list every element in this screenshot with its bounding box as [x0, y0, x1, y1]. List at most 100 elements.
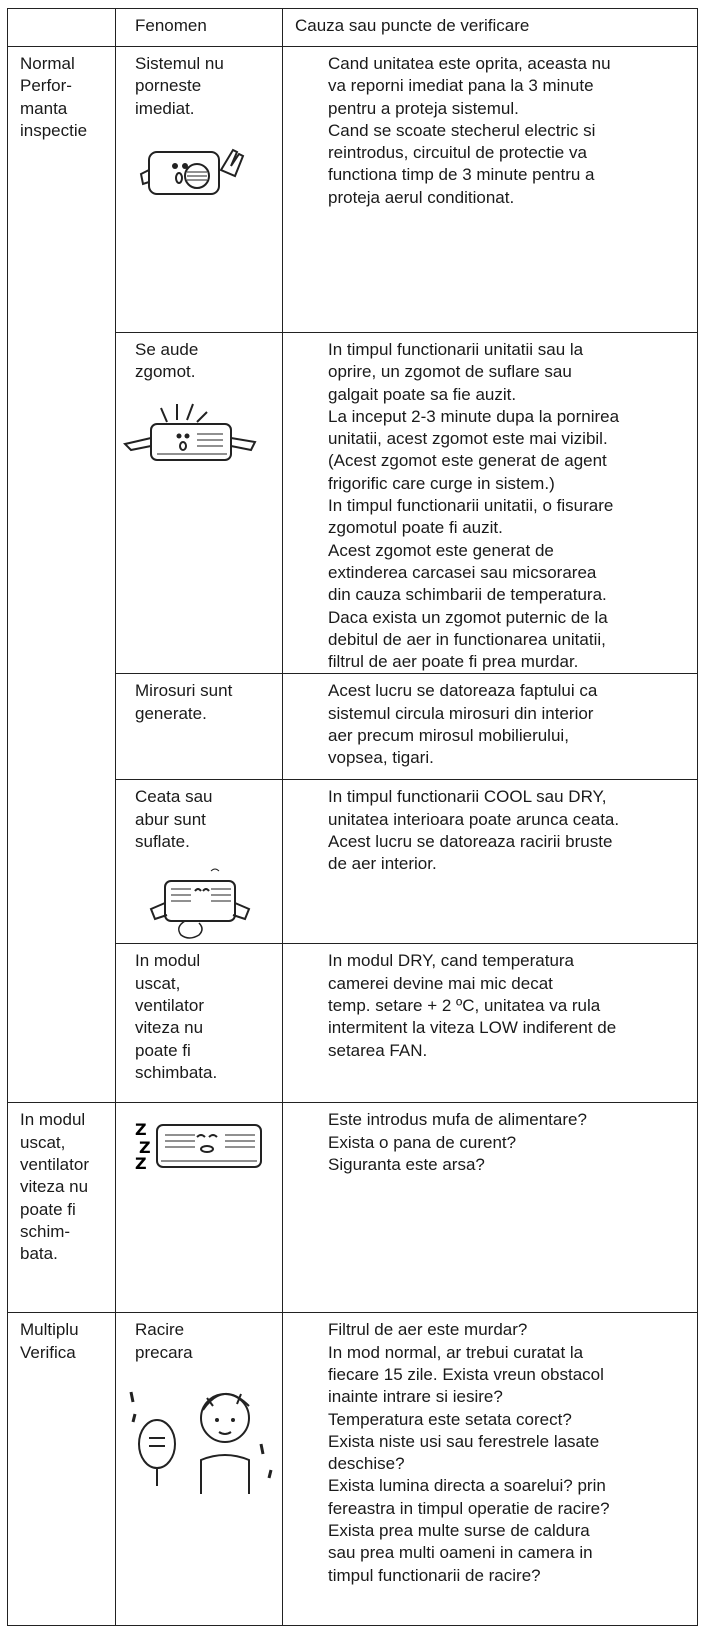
- text-line: Racire: [135, 1320, 185, 1340]
- text-line: schim-: [20, 1221, 71, 1241]
- text-line: va reporni imediat pana la 3 minute: [328, 76, 594, 96]
- phenomenon-cell: Mirosuri sunt generate.: [115, 673, 283, 781]
- table-row: Se aude zgomot. In timpul functionarii uni…: [8, 331, 698, 675]
- text-line: fiecare 15 zile. Exista vreun obstacol: [328, 1364, 604, 1384]
- illustration-part: [123, 436, 257, 451]
- illustration-part: Z: [135, 1120, 147, 1139]
- table-body: Fenomen Cauza sau puncte de verificare Nor…: [7, 8, 698, 1626]
- text-line: ventilator: [20, 1154, 89, 1174]
- text-line: extinderea carcasei sau micsorarea: [328, 562, 597, 582]
- text-line: filtrul de aer poate fi prea murdar.: [328, 652, 579, 672]
- cause-cell: Acest lucru se datoreaza faptului ca sist…: [282, 673, 698, 781]
- illustration-part: [172, 162, 178, 169]
- text-line: viteza nu: [135, 1018, 204, 1038]
- text-line: precara: [135, 1342, 193, 1362]
- illustration-part: [194, 888, 210, 892]
- text-line: suflate.: [135, 832, 190, 852]
- text-line: In modul: [135, 951, 201, 971]
- text-line: pentru a proteja sistemul.: [328, 98, 519, 118]
- text-line: fereastra in timpul operatie de racire?: [328, 1498, 610, 1518]
- text-line: Exista lumina directa a soarelui? prin: [328, 1476, 606, 1496]
- illustration-part: [210, 868, 220, 872]
- text-line: aer precum mirosul mobilierului,: [328, 726, 569, 746]
- illustration-part: [129, 1391, 273, 1494]
- table-row: In modul uscat, ventilator viteza nu poate f…: [8, 943, 698, 1104]
- illustration-part: [156, 1124, 262, 1169]
- illustration-part: [157, 433, 227, 455]
- text-line: sau prea multi oameni in camera in: [328, 1543, 593, 1563]
- text-line: Exista prea multe surse de caldura: [328, 1521, 590, 1541]
- section-label: Normal Perfor-manta inspectie: [7, 45, 116, 1104]
- illustration: [135, 863, 282, 943]
- illustration-part: [123, 403, 257, 461]
- illustration-part: Z: [135, 1154, 147, 1173]
- text-line: Temperatura este setata corect?: [328, 1409, 572, 1429]
- text-line: poate fi: [135, 1040, 191, 1060]
- illustration-part: [139, 148, 245, 195]
- header-cell: Fenomen: [115, 8, 283, 47]
- illustration-part: [138, 1418, 176, 1469]
- illustration-part: [202, 1392, 250, 1411]
- text-line: La inceput 2-3 minute dupa la pornirea: [328, 406, 620, 426]
- text-line: In timpul functionarii COOL sau DRY,: [328, 787, 607, 807]
- table-row: Multiplu Verifica Racire precara Filtrul de …: [7, 1312, 698, 1626]
- text-line: Daca exista un zgomot puternic de la: [328, 607, 608, 627]
- text-line: Perfor-: [20, 76, 72, 96]
- text-line: Ceata sau: [135, 787, 213, 807]
- text-line: Exista o pana de curent?: [328, 1132, 517, 1152]
- phenomenon-cell: Sistemul nu porneste imediat.: [115, 46, 283, 333]
- table-row: Mirosuri sunt generate. Acest lucru se dat…: [8, 673, 698, 781]
- text-line: uscat,: [135, 973, 181, 993]
- text-line: Acest lucru se datoreaza racirii bruste: [328, 832, 613, 852]
- illustration-part: [164, 880, 236, 923]
- cause-cell: Este introdus mufa de alimentare? Exista …: [282, 1102, 698, 1314]
- illustration-part: [184, 433, 190, 439]
- cause-cell: Filtrul de aer este murdar? In mod normal…: [282, 1312, 698, 1626]
- troubleshooting-table: Fenomen Cauza sau puncte de verificare Nor…: [7, 8, 698, 1626]
- text-line: viteza nu: [20, 1177, 89, 1197]
- text-line: setarea FAN.: [328, 1040, 428, 1060]
- table-row: Ceata sau abur sunt suflate. In timpul func…: [8, 779, 698, 945]
- cause-cell: In timpul functionarii COOL sau DRY, unit…: [282, 779, 698, 945]
- illustration-part: [150, 422, 232, 461]
- text-line: unitatii, acest zgomot este mai vizibil.: [328, 429, 608, 449]
- text-line: abur sunt: [135, 809, 206, 829]
- text-line: Normal: [20, 54, 75, 73]
- illustration-part: [149, 868, 251, 940]
- text-line: inspectie: [20, 120, 88, 140]
- text-line: Se aude: [135, 340, 199, 359]
- illustration-part: [184, 162, 210, 189]
- text-line: proteja aerul conditionat.: [328, 187, 515, 207]
- table-row: In modul uscat, ventilator viteza nu poate f…: [7, 1102, 698, 1314]
- text-line: zgomotul poate fi auzit.: [328, 518, 503, 538]
- text-line: debitul de aer in functionarea unitatii,: [328, 629, 606, 649]
- text-line: (Acest zgomot este generat de agent: [328, 451, 607, 471]
- illustration-part: [196, 1134, 218, 1139]
- text-line: Cand unitatea este oprita, aceasta nu: [328, 54, 611, 73]
- text-line: In modul DRY, cand temperatura: [328, 951, 575, 971]
- illustration-part: [215, 1417, 219, 1422]
- text-line: bata.: [20, 1244, 58, 1264]
- cause-cell: Cand unitatea este oprita, aceasta nu va …: [282, 46, 698, 333]
- phenomenon-cell: Se aude zgomot.: [115, 331, 283, 675]
- text-line: schimbata.: [135, 1062, 218, 1082]
- illustration-part: [178, 920, 203, 940]
- phenomenon-cell: In modul uscat, ventilator viteza nu poate f…: [115, 943, 283, 1104]
- text-line: Filtrul de aer este murdar?: [328, 1320, 528, 1340]
- illustration-part: [148, 150, 220, 195]
- section-label: In modul uscat, ventilator viteza nu poate f…: [7, 1102, 116, 1314]
- illustration: [123, 394, 282, 474]
- text-line: temp. setare + 2 ºC, unitatea va rula: [328, 995, 601, 1015]
- text-line: Mirosuri sunt: [135, 681, 233, 701]
- illustration-part: [200, 1453, 250, 1494]
- text-line: sistemul circula mirosuri din interior: [328, 703, 594, 723]
- text-line: oprire, un zgomot de suflare sau: [328, 362, 572, 382]
- text-line: Multiplu: [20, 1320, 79, 1340]
- text-line: In timpul functionarii unitatii, o fisur…: [328, 496, 614, 516]
- illustration-part: [219, 148, 245, 178]
- phenomenon-cell: Ceata sau abur sunt suflate.: [115, 779, 283, 945]
- illustration-part: [129, 1391, 273, 1479]
- illustration-part: [139, 168, 150, 186]
